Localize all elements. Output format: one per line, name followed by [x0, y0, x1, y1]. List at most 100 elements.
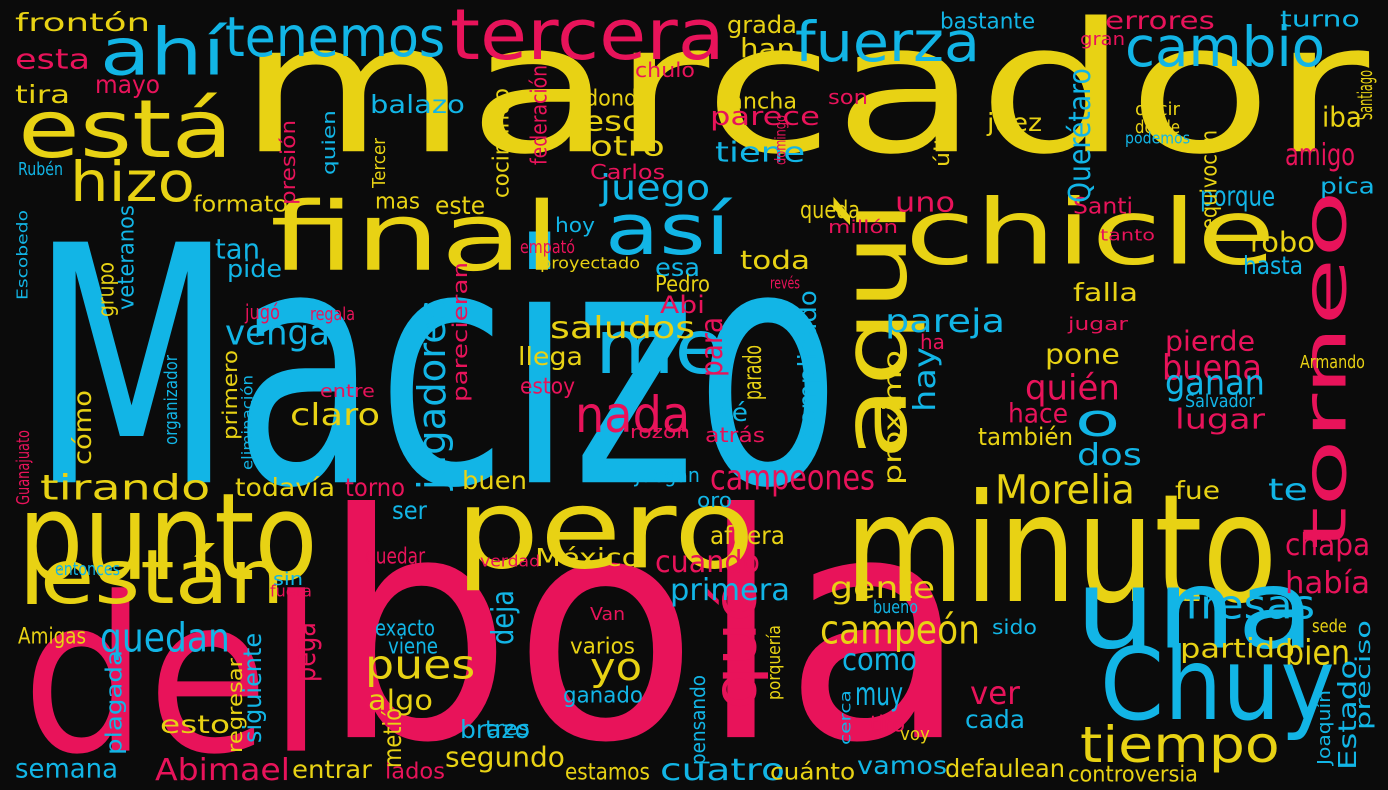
word-semana: semana [15, 752, 118, 785]
word-jugar: jugar [1068, 313, 1129, 335]
word-toda: toda [740, 244, 811, 276]
word-desde: desde [1135, 116, 1181, 138]
word-tercer: Tercer [368, 137, 390, 188]
word-pues: pues [365, 641, 476, 689]
word-presion: presión [276, 119, 300, 205]
word-ahi: ahí [100, 14, 226, 91]
word-entrar: entrar [292, 754, 372, 784]
word-quedan: quedan [100, 614, 230, 662]
word-este: este [435, 190, 486, 220]
word-mayo: mayo [95, 69, 161, 99]
word-vamos: vamos [857, 750, 948, 780]
word-ver: ver [970, 674, 1020, 712]
word-morelia: Morelia [995, 466, 1135, 514]
word-chulo: chulo [635, 58, 695, 82]
word-buen: buen [462, 465, 527, 495]
word-millon: millón [828, 216, 899, 238]
word-viene: viene [388, 633, 439, 659]
word-porqueria: porquería [763, 625, 785, 700]
word-porque: porque [1200, 179, 1276, 213]
word-robo: robo [1250, 225, 1315, 259]
word-rozon: rozón [630, 421, 691, 443]
word-una: una [1075, 545, 1316, 674]
word-iba: iba [1322, 100, 1362, 134]
word-venga: venga [225, 311, 330, 353]
word-son: son [828, 85, 868, 109]
word-tiene: tiene [715, 135, 806, 169]
word-queretaro: Querétaro [1062, 68, 1098, 203]
word-defaulean: defaulean [945, 753, 1065, 783]
word-bastante: bastante [940, 8, 1036, 34]
word-hace: hace [1008, 397, 1069, 430]
word-pica: pica [1320, 173, 1375, 199]
word-me: me [595, 303, 725, 391]
word-asi: así [605, 188, 731, 271]
word-varios: varios [570, 633, 635, 659]
word-chuy: Chuy [1100, 626, 1335, 743]
word-domingo: domingo [771, 115, 790, 165]
word-hizo: hizo [70, 150, 195, 215]
word-exacto: exacto [375, 615, 435, 641]
word-o: o [1075, 393, 1121, 447]
word-tiempo: tiempo [1080, 715, 1280, 774]
word-tanto: tanto [1100, 225, 1156, 245]
word-lugar: lugar [1175, 402, 1266, 436]
word-juegan: Juegan [635, 463, 700, 487]
word-organizador: organizador [160, 355, 182, 445]
word-guanajuato: Guanajuato [12, 430, 34, 505]
word-torno: torno [345, 472, 406, 502]
word-mexico: México [535, 542, 641, 572]
word-entre: entre [320, 380, 375, 402]
word-bola: bola [320, 446, 970, 790]
word-grupo: grupo [93, 262, 119, 317]
word-algo: algo [368, 683, 433, 717]
word-eso: eso [583, 104, 643, 138]
word-nada: nada [575, 385, 691, 444]
word-van: Van [590, 603, 626, 625]
word-primero: primero [218, 349, 242, 440]
word-pega: pega [287, 622, 323, 682]
word-quien: quién [1025, 366, 1120, 408]
word-tirando: tirando [40, 466, 211, 508]
word-cancha: cancha [717, 88, 798, 114]
word-fuera: fuera [270, 581, 312, 601]
word-equivocan: equivocan [1196, 129, 1222, 230]
word-quedar: quedar [365, 543, 426, 569]
word-pensando: pensando [686, 675, 710, 765]
word-armando: Armando [1300, 351, 1365, 373]
word-juez: juez [987, 107, 1043, 137]
word-eliminacion: eliminación [238, 374, 257, 470]
word-partido: partido [1180, 632, 1295, 665]
word-grada: grada [727, 10, 797, 39]
word-formato: formato [193, 191, 288, 217]
word-amigo: amigo [1285, 137, 1356, 173]
word-abimael: Abimael [155, 752, 290, 788]
word-hasta: hasta [1243, 250, 1304, 280]
word-fuerza: fuerza [795, 10, 980, 75]
word-sede: sede [1312, 615, 1347, 637]
word-salvador: Salvador [1185, 390, 1255, 412]
word-campeones: campeones [710, 456, 875, 498]
word-ganado: ganado [563, 682, 644, 708]
word-metio: metió [377, 707, 407, 768]
word-queda: queda [800, 195, 861, 224]
word-parado: parado [737, 345, 767, 400]
word-esta: esta [15, 42, 91, 76]
word-complicado: complicado [792, 290, 822, 440]
word-cambio: cambio [1125, 15, 1326, 80]
word-han: han [740, 32, 796, 65]
word-amigas: Amigas [18, 623, 87, 649]
word-chapa: chapa [1285, 527, 1371, 563]
word-empato: empató [520, 236, 576, 258]
word-campeon: campeón [820, 606, 981, 654]
word-fue: fue [1175, 475, 1221, 505]
word-voy: voy [900, 723, 930, 745]
word-cuanto: cuánto [770, 757, 856, 785]
word-federacion: federación [526, 64, 552, 165]
word-ser: ser [392, 495, 427, 525]
word-estamos: estamos [565, 757, 650, 785]
word-lados: lados [385, 758, 445, 784]
word-cada: cada [965, 704, 1026, 734]
word-muy: muy [855, 675, 903, 713]
